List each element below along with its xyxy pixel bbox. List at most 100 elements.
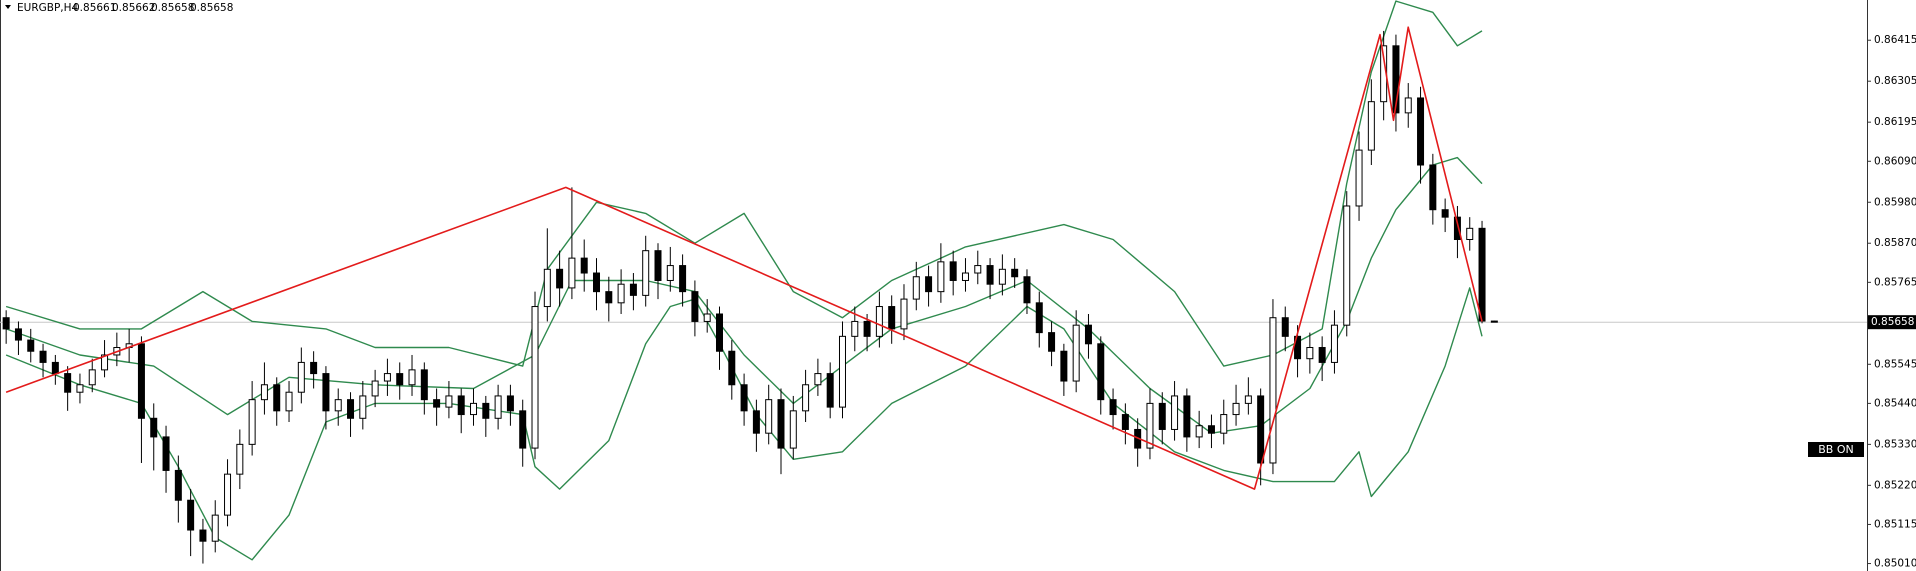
candle-body — [1097, 343, 1105, 401]
candle-body — [1269, 317, 1277, 464]
candle-body — [408, 369, 416, 386]
annotation-box — [1808, 442, 1864, 457]
candle-body — [76, 384, 84, 393]
candle-body — [27, 339, 35, 352]
y-tick-label: 0.85765 — [1874, 276, 1916, 288]
candle-body — [211, 514, 219, 542]
candle-body — [1330, 324, 1338, 363]
candle-body — [224, 473, 232, 516]
candle-body — [654, 250, 662, 281]
candle-body — [1109, 399, 1117, 416]
symbol-label: EURGBP,H4 — [17, 2, 79, 14]
candle-body — [851, 320, 859, 337]
candle-body — [802, 384, 810, 412]
candle-body — [445, 395, 453, 408]
candle-body — [187, 499, 195, 531]
candle-body — [396, 373, 404, 386]
candle-body — [1441, 209, 1449, 218]
candle-body — [543, 268, 551, 308]
candle-body — [949, 261, 957, 281]
y-tick-label: 0.86090 — [1874, 155, 1916, 167]
candle-body — [506, 395, 514, 412]
candle-body — [765, 399, 773, 434]
candle-body — [1084, 324, 1092, 345]
candle-body — [64, 373, 72, 393]
bid-label: 0.85658 — [1871, 316, 1914, 328]
candle-body — [1048, 332, 1056, 352]
bollinger-band — [5, 287, 1483, 561]
bollinger-band — [5, 0, 1483, 367]
y-tick-label: 0.85115 — [1874, 518, 1916, 530]
candle-body — [1355, 149, 1363, 207]
candle-body — [998, 268, 1006, 285]
candle-body — [371, 380, 379, 397]
candle-body — [1023, 276, 1031, 304]
y-tick-label: 0.85010 — [1874, 558, 1916, 570]
candle-body — [137, 343, 145, 419]
candle-body — [1343, 205, 1351, 326]
candle-body — [1035, 302, 1043, 334]
candle-body — [14, 328, 22, 341]
y-tick-label: 0.85330 — [1874, 438, 1916, 450]
candle-body — [617, 283, 625, 304]
candle-body — [912, 276, 920, 300]
candle-body — [1392, 45, 1400, 114]
candle-body — [580, 257, 588, 274]
ohlc-open: 0.85661 — [73, 2, 116, 14]
candle-body — [1367, 101, 1375, 151]
candle-body — [826, 373, 834, 408]
candle-body — [273, 384, 281, 412]
candle-body — [691, 291, 699, 322]
candle-body — [1490, 320, 1498, 323]
candle-body — [297, 361, 305, 393]
candle-body — [1011, 268, 1019, 278]
candle-body — [629, 283, 637, 296]
candle-body — [1171, 395, 1179, 430]
candle-body — [568, 257, 576, 289]
candle-body — [1060, 350, 1068, 382]
candle-body — [1244, 395, 1252, 404]
candle-body — [174, 469, 182, 501]
candle-body — [39, 350, 47, 363]
y-tick-label: 0.86195 — [1874, 116, 1916, 128]
candle-body — [1453, 216, 1461, 240]
candle-body — [593, 272, 601, 293]
ohlc-close: 0.85658 — [190, 2, 233, 14]
candle-body — [937, 261, 945, 293]
candle-body — [420, 369, 428, 401]
candle-body — [334, 399, 342, 412]
candle-body — [1072, 324, 1080, 382]
candle-body — [2, 317, 10, 330]
candle-body — [1318, 347, 1326, 363]
candle-body — [1195, 425, 1203, 438]
candle-body — [383, 373, 391, 382]
candle-body — [777, 399, 785, 449]
candle-body — [1466, 227, 1474, 240]
candle-body — [531, 306, 539, 449]
candle-body — [433, 399, 441, 408]
candle-body — [961, 272, 969, 281]
candle-body — [101, 354, 109, 371]
y-tick-label: 0.85980 — [1874, 196, 1916, 208]
candle-body — [1158, 402, 1166, 430]
candle-body — [347, 399, 355, 419]
candle-body — [605, 291, 613, 304]
candle-body — [728, 350, 736, 386]
candle-body — [715, 313, 723, 352]
candle-body — [248, 399, 256, 445]
candle-body — [1232, 402, 1240, 416]
candle-body — [51, 361, 59, 375]
ohlc-low: 0.85658 — [151, 2, 194, 14]
y-tick-label: 0.85545 — [1874, 358, 1916, 370]
ohlc-high: 0.85662 — [112, 2, 155, 14]
candle-body — [875, 306, 883, 337]
candle-body — [703, 313, 711, 322]
candle-body — [519, 410, 527, 449]
candle-body — [974, 265, 982, 274]
menu-triangle[interactable] — [5, 5, 11, 9]
candle-body — [642, 250, 650, 296]
candle-body — [260, 384, 268, 401]
candle-body — [310, 361, 318, 375]
